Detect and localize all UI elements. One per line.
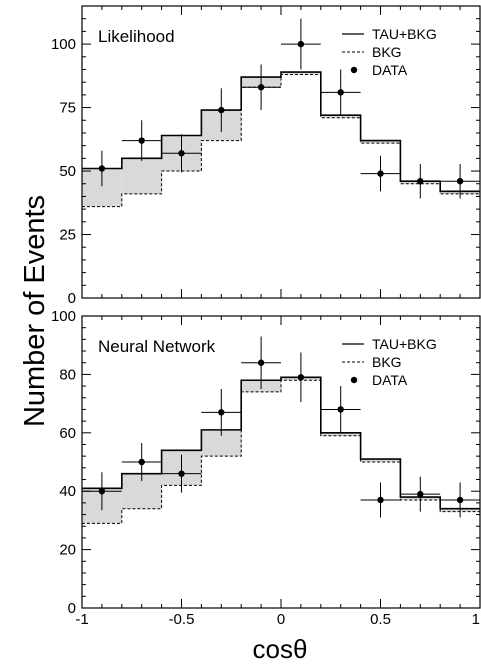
y-tick-label: 100 (51, 308, 76, 325)
y-tick-label: 0 (68, 290, 76, 307)
y-tick-label: 100 (51, 36, 76, 53)
data-point (98, 165, 106, 172)
legend-label: BKG (372, 44, 402, 60)
data-point (377, 496, 384, 504)
data-point (456, 178, 464, 185)
panel-2: 0 20 40 60 80 100 -1 -0.5 0 0.5 1 Neural Network TAU… (51, 308, 481, 628)
shade-bin (360, 459, 401, 462)
x-axis-label: cosθ (253, 634, 308, 664)
data-point (178, 150, 185, 157)
data-point (218, 409, 225, 416)
data-point (297, 40, 305, 48)
data-point (218, 106, 225, 114)
x-tick-label: -1 (75, 611, 88, 628)
panel-1: 0 25 50 75 100 Likelihood TAU+BKG BKG DATA (51, 5, 481, 307)
panel-label: Likelihood (98, 27, 175, 46)
shade-bin (121, 158, 162, 194)
data-point (98, 488, 106, 495)
legend-label: TAU+BKG (372, 336, 437, 352)
tau-bkg-step-line (82, 71, 480, 193)
y-axis-label: Number of Events (19, 195, 51, 427)
data-point (377, 170, 384, 177)
legend-swatch-point (350, 66, 358, 74)
x-tick-label: 1 (472, 611, 480, 628)
data-point (257, 84, 265, 91)
y-tick-label: 25 (59, 227, 76, 244)
y-tick-label: 40 (59, 483, 76, 500)
y-tick-label: 75 (59, 100, 76, 117)
data-point (178, 470, 185, 477)
data-point (456, 496, 464, 504)
data-point (337, 406, 344, 413)
x-tick-label: -0.5 (169, 611, 195, 628)
y-tick-label: 20 (59, 542, 76, 559)
x-tick-label: 0 (277, 611, 285, 628)
data-point (138, 137, 145, 144)
legend-label: DATA (372, 372, 408, 388)
data-point (297, 374, 305, 381)
data-point (337, 89, 344, 96)
shade-bin (360, 140, 401, 144)
tau-bkg-step-line (82, 376, 480, 510)
data-point (417, 178, 424, 185)
shade-bin (281, 72, 321, 75)
legend-swatch-point (350, 376, 358, 384)
panel-label: Neural Network (98, 337, 216, 356)
data-point (257, 359, 265, 366)
y-tick-label: 60 (59, 425, 76, 442)
legend-label: BKG (372, 354, 402, 370)
legend-label: DATA (372, 62, 408, 78)
y-tick-label: 50 (59, 163, 76, 180)
x-tick-label: 0.5 (370, 611, 391, 628)
shade-bin (320, 432, 361, 436)
legend-label: TAU+BKG (372, 26, 437, 42)
y-tick-label: 0 (68, 600, 76, 617)
data-point (138, 458, 145, 466)
y-tick-label: 80 (59, 366, 76, 383)
data-point (417, 490, 424, 498)
shade-bin (320, 115, 361, 118)
legend: TAU+BKG BKG DATA (342, 26, 437, 78)
bkg-step-line (82, 379, 480, 524)
legend: TAU+BKG BKG DATA (342, 336, 437, 388)
